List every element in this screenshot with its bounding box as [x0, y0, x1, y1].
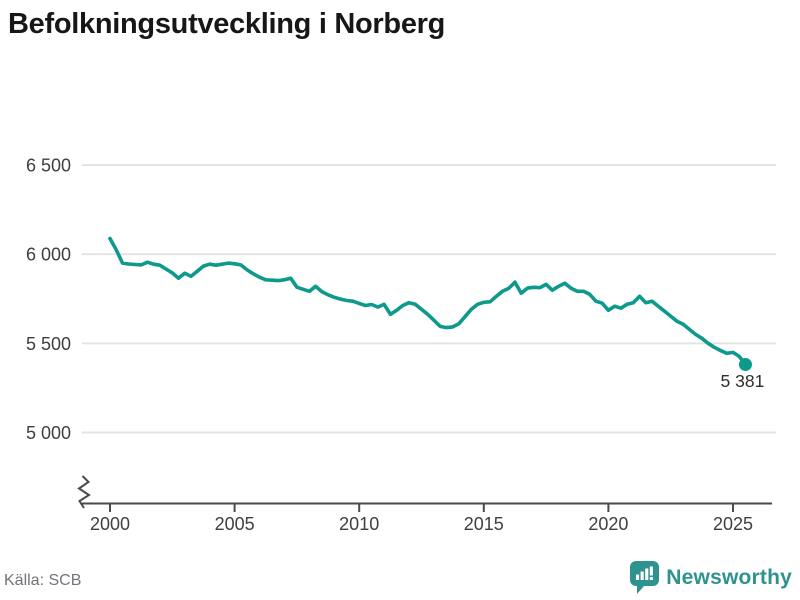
bar-chart-speech-bubble-icon: [630, 561, 660, 594]
y-axis-tick-label: 6 000: [26, 245, 71, 265]
source-note: Källa: SCB: [4, 572, 82, 589]
population-line-series: [108, 236, 748, 367]
y-axis-tick-label: 5 000: [26, 423, 71, 443]
y-axis-tick-label: 5 500: [26, 334, 71, 354]
x-axis-tick-label: 2010: [339, 514, 379, 534]
newsworthy-wordmark: Newsworthy: [666, 565, 792, 589]
end-value-label: 5 381: [721, 371, 765, 391]
series-end-dot: [738, 358, 752, 372]
newsworthy-logo-link[interactable]: Newsworthy: [630, 561, 792, 594]
chart-title: Befolkningsutveckling i Norberg: [8, 8, 446, 40]
x-axis-tick-label: 2015: [464, 514, 504, 534]
x-axis-tick-label: 2005: [215, 514, 255, 534]
x-axis-tick-label: 2025: [713, 514, 753, 534]
x-axis-tick-label: 2020: [588, 514, 628, 534]
axis-break-icon: [77, 475, 91, 509]
x-axis-tick-label: 2000: [90, 514, 130, 534]
y-axis-tick-label: 6 500: [26, 156, 71, 176]
